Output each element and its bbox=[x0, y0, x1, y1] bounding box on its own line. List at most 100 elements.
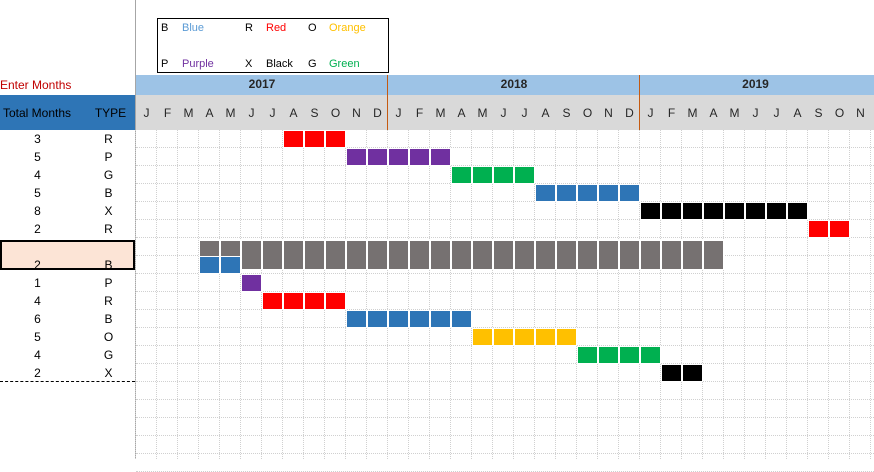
gantt-bar-cell[interactable] bbox=[430, 310, 451, 328]
month-header[interactable]: A bbox=[793, 106, 802, 120]
gantt-bar-cell[interactable] bbox=[598, 240, 619, 270]
gantt-bar-cell[interactable] bbox=[283, 130, 304, 148]
total-months-cell[interactable]: 4 bbox=[34, 294, 41, 308]
gantt-bar-cell[interactable] bbox=[472, 328, 493, 346]
type-cell[interactable]: P bbox=[104, 150, 113, 164]
total-months-header[interactable]: Total Months bbox=[0, 95, 86, 130]
gantt-bar-cell[interactable] bbox=[787, 202, 808, 220]
gantt-bar-cell[interactable] bbox=[829, 220, 850, 238]
gantt-bar-cell[interactable] bbox=[682, 364, 703, 382]
gantt-bar-cell[interactable] bbox=[304, 130, 325, 148]
gantt-bar-cell[interactable] bbox=[430, 148, 451, 166]
gantt-bar-cell[interactable] bbox=[535, 240, 556, 270]
gantt-bar-cell[interactable] bbox=[241, 274, 262, 292]
month-header[interactable]: M bbox=[687, 106, 698, 120]
gantt-bar-cell[interactable] bbox=[325, 240, 346, 270]
gantt-bar-cell[interactable] bbox=[577, 240, 598, 270]
gantt-bar-cell[interactable] bbox=[472, 240, 493, 270]
gantt-bar-cell[interactable] bbox=[346, 148, 367, 166]
gantt-bar-cell[interactable] bbox=[493, 166, 514, 184]
type-cell[interactable]: B bbox=[104, 312, 113, 326]
type-cell[interactable]: R bbox=[104, 222, 113, 236]
gantt-bar-cell[interactable] bbox=[682, 240, 703, 270]
gantt-bar-cell[interactable] bbox=[409, 310, 430, 328]
gantt-bar-cell[interactable] bbox=[262, 240, 283, 270]
type-cell[interactable]: B bbox=[104, 258, 113, 272]
month-header[interactable]: M bbox=[225, 106, 236, 120]
gantt-bar-cell[interactable] bbox=[451, 240, 472, 270]
month-header[interactable]: J bbox=[395, 106, 402, 120]
gantt-bar-cell[interactable] bbox=[577, 184, 598, 202]
gantt-bar-cell[interactable] bbox=[304, 240, 325, 270]
month-header[interactable]: A bbox=[457, 106, 466, 120]
gantt-bar-cell[interactable] bbox=[598, 346, 619, 364]
gantt-bar-cell[interactable] bbox=[577, 346, 598, 364]
selected-cell[interactable] bbox=[0, 240, 135, 270]
gantt-bar-cell[interactable] bbox=[451, 166, 472, 184]
month-header[interactable]: A bbox=[205, 106, 214, 120]
gantt-bar-cell[interactable] bbox=[514, 328, 535, 346]
month-header[interactable]: M bbox=[435, 106, 446, 120]
gantt-bar-cell[interactable] bbox=[640, 240, 661, 270]
gantt-bar-cell[interactable] bbox=[556, 184, 577, 202]
gantt-bar-cell[interactable] bbox=[283, 292, 304, 310]
gantt-bar-cell[interactable] bbox=[640, 346, 661, 364]
gantt-bar-cell[interactable] bbox=[682, 202, 703, 220]
gantt-bar-cell[interactable] bbox=[535, 328, 556, 346]
gantt-bar-cell[interactable] bbox=[514, 166, 535, 184]
month-header[interactable]: J bbox=[752, 106, 759, 120]
gantt-bar-cell[interactable] bbox=[325, 292, 346, 310]
gantt-bar-cell[interactable] bbox=[472, 166, 493, 184]
month-header[interactable]: D bbox=[625, 106, 634, 120]
total-months-cell[interactable]: 1 bbox=[34, 276, 41, 290]
total-months-cell[interactable]: 6 bbox=[34, 312, 41, 326]
gantt-bar-cell[interactable] bbox=[367, 310, 388, 328]
type-cell[interactable]: B bbox=[104, 186, 113, 200]
total-months-cell[interactable]: 4 bbox=[34, 348, 41, 362]
gantt-bar-cell[interactable] bbox=[241, 240, 262, 270]
month-header[interactable]: M bbox=[477, 106, 488, 120]
type-cell[interactable]: P bbox=[104, 276, 113, 290]
month-header[interactable]: S bbox=[562, 106, 571, 120]
gantt-bar-cell[interactable] bbox=[430, 240, 451, 270]
month-header[interactable]: J bbox=[647, 106, 654, 120]
month-header[interactable]: N bbox=[856, 106, 865, 120]
gantt-bar-cell[interactable] bbox=[514, 240, 535, 270]
gantt-bar-cell[interactable] bbox=[367, 148, 388, 166]
month-header[interactable]: M bbox=[729, 106, 740, 120]
gantt-bar-cell[interactable] bbox=[808, 220, 829, 238]
gantt-bar-cell[interactable] bbox=[220, 256, 241, 274]
gantt-bar-cell[interactable] bbox=[724, 202, 745, 220]
gantt-bar-cell[interactable] bbox=[283, 240, 304, 270]
type-header[interactable]: TYPE bbox=[86, 95, 135, 130]
total-months-cell[interactable]: 4 bbox=[34, 168, 41, 182]
total-months-cell[interactable]: 2 bbox=[34, 366, 41, 380]
gantt-bar-cell[interactable] bbox=[199, 256, 220, 274]
gantt-bar-cell[interactable] bbox=[325, 130, 346, 148]
total-months-cell[interactable]: 5 bbox=[34, 186, 41, 200]
gantt-bar-cell[interactable] bbox=[493, 328, 514, 346]
gantt-bar-cell[interactable] bbox=[388, 240, 409, 270]
gantt-bar-cell[interactable] bbox=[556, 240, 577, 270]
type-cell[interactable]: G bbox=[103, 348, 114, 362]
gantt-bar-cell[interactable] bbox=[262, 292, 283, 310]
month-header[interactable]: A bbox=[709, 106, 718, 120]
total-months-cell[interactable]: 3 bbox=[34, 132, 41, 146]
total-months-cell[interactable]: 2 bbox=[34, 258, 41, 272]
gantt-bar-cell[interactable] bbox=[766, 202, 787, 220]
month-header[interactable]: O bbox=[330, 106, 341, 120]
type-cell[interactable]: R bbox=[104, 132, 113, 146]
month-header[interactable]: S bbox=[310, 106, 319, 120]
gantt-bar-cell[interactable] bbox=[535, 184, 556, 202]
month-header[interactable]: M bbox=[183, 106, 194, 120]
month-header[interactable]: A bbox=[289, 106, 298, 120]
total-months-cell[interactable]: 2 bbox=[34, 222, 41, 236]
type-cell[interactable]: X bbox=[104, 366, 113, 380]
gantt-bar-cell[interactable] bbox=[451, 310, 472, 328]
gantt-bar-cell[interactable] bbox=[388, 310, 409, 328]
month-header[interactable]: D bbox=[373, 106, 382, 120]
gantt-bar-cell[interactable] bbox=[346, 310, 367, 328]
month-header[interactable]: J bbox=[248, 106, 255, 120]
month-header[interactable]: N bbox=[352, 106, 361, 120]
gantt-bar-cell[interactable] bbox=[619, 346, 640, 364]
